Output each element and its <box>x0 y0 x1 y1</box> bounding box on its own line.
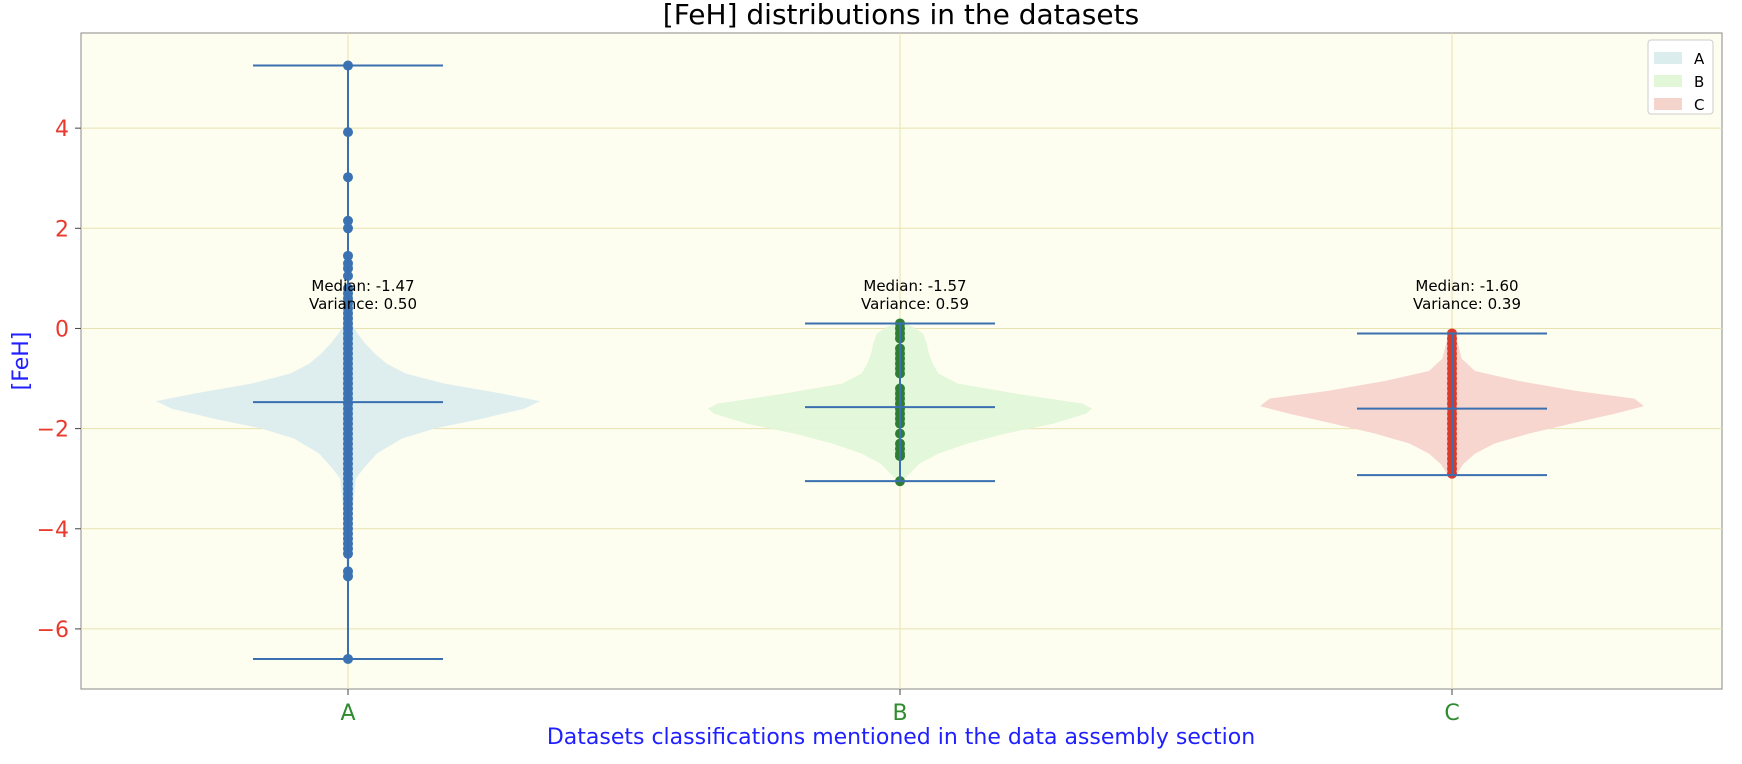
y-tick-label: 2 <box>55 217 69 242</box>
annotation-B: Median: -1.57 Variance: 0.59 <box>861 277 969 313</box>
y-tick-label: 0 <box>55 317 69 342</box>
y-tick-label: −2 <box>37 418 69 443</box>
annotation-A: Median: -1.47 Variance: 0.50 <box>309 277 417 313</box>
annotation-line: Median: -1.47 <box>311 277 414 295</box>
legend-label-A: A <box>1694 50 1705 68</box>
x-ticks: A B C <box>340 689 1460 726</box>
annotation-line: Variance: 0.39 <box>1413 295 1521 313</box>
legend-swatch-A <box>1654 52 1682 64</box>
legend-swatch-B <box>1654 75 1682 87</box>
annotation-line: Variance: 0.59 <box>861 295 969 313</box>
y-ticks: −6 −4 −2 0 2 4 <box>37 117 81 643</box>
legend-swatch-C <box>1654 98 1682 110</box>
annotation-line: Median: -1.57 <box>863 277 966 295</box>
y-tick-label: 4 <box>55 117 69 142</box>
x-tick-label: B <box>892 701 907 726</box>
whiskers <box>253 64 1547 660</box>
annotations: Median: -1.47 Variance: 0.50 Median: -1.57… <box>309 277 1521 313</box>
legend: ABC <box>1647 39 1714 115</box>
annotation-line: Variance: 0.50 <box>309 295 417 313</box>
y-tick-label: −4 <box>37 518 69 543</box>
y-axis-label: [FeH] <box>9 332 34 391</box>
annotation-C: Median: -1.60 Variance: 0.39 <box>1413 277 1521 313</box>
legend-label-C: C <box>1694 96 1704 114</box>
annotation-line: Median: -1.60 <box>1415 277 1518 295</box>
x-tick-label: A <box>340 701 355 726</box>
legend-label-B: B <box>1694 73 1704 91</box>
x-axis-label: Datasets classifications mentioned in th… <box>547 725 1255 750</box>
y-tick-label: −6 <box>37 618 69 643</box>
x-tick-label: C <box>1444 701 1459 726</box>
chart-title: [FeH] distributions in the datasets <box>663 0 1139 31</box>
